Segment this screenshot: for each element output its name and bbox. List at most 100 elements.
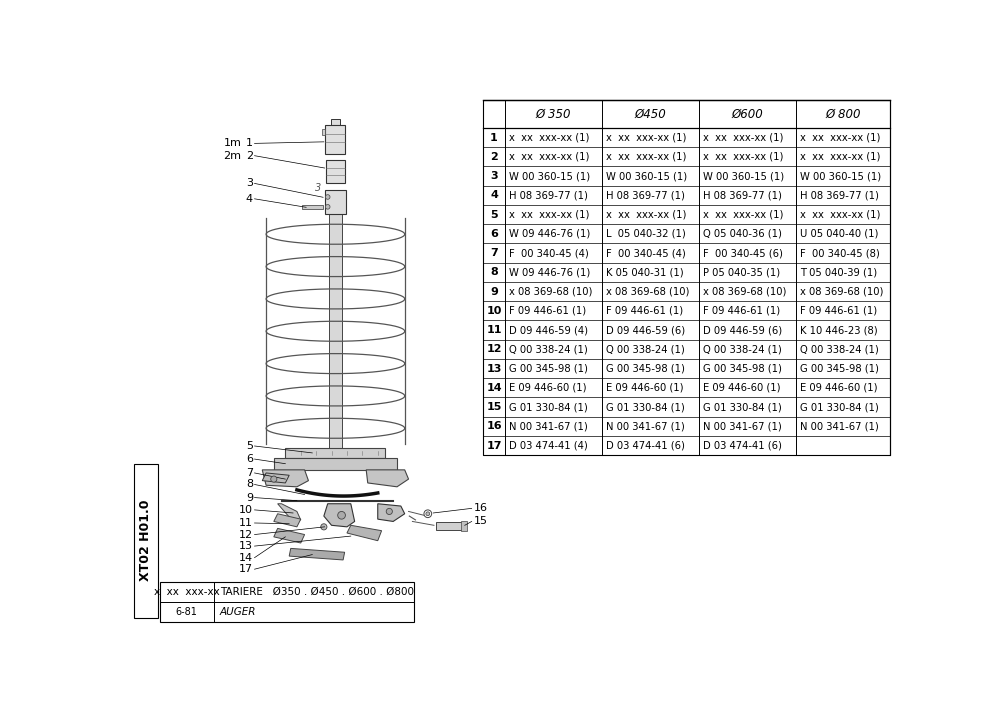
Text: Ø 350: Ø 350	[536, 107, 571, 121]
Text: G 01 330-84 (1): G 01 330-84 (1)	[703, 402, 781, 412]
Text: D 09 446-59 (4): D 09 446-59 (4)	[509, 325, 588, 335]
Polygon shape	[366, 470, 409, 487]
Bar	[134, 464, 158, 618]
Polygon shape	[262, 473, 289, 483]
Text: 6-81: 6-81	[176, 606, 198, 616]
Text: G 00 345-98 (1): G 00 345-98 (1)	[800, 364, 879, 374]
Text: F  00 340-45 (4): F 00 340-45 (4)	[606, 248, 685, 258]
Text: E 09 446-60 (1): E 09 446-60 (1)	[703, 383, 780, 393]
Text: D 03 474-41 (4): D 03 474-41 (4)	[509, 441, 587, 451]
Text: F 09 446-61 (1): F 09 446-61 (1)	[703, 306, 780, 316]
Bar	[326, 161, 345, 184]
Text: x  xx  xxx-xx (1): x xx xxx-xx (1)	[606, 210, 686, 220]
Text: G 01 330-84 (1): G 01 330-84 (1)	[606, 402, 684, 412]
Text: D 09 446-59 (6): D 09 446-59 (6)	[606, 325, 685, 335]
Text: N 00 341-67 (1): N 00 341-67 (1)	[509, 421, 587, 431]
Text: W 09 446-76 (1): W 09 446-76 (1)	[509, 267, 590, 277]
Text: D 09 446-59 (6): D 09 446-59 (6)	[703, 325, 782, 335]
Bar	[461, 521, 467, 531]
Text: K 05 040-31 (1): K 05 040-31 (1)	[606, 267, 683, 277]
Bar	[322, 129, 325, 135]
Text: 6: 6	[246, 454, 253, 464]
Text: x 08 369-68 (10): x 08 369-68 (10)	[800, 287, 883, 297]
Polygon shape	[278, 504, 301, 521]
Polygon shape	[347, 526, 382, 541]
Circle shape	[386, 508, 392, 515]
Text: x  xx  xxx-xx (1): x xx xxx-xx (1)	[509, 132, 589, 143]
Text: x  xx  xxx-xx (1): x xx xxx-xx (1)	[606, 132, 686, 143]
Text: x  xx  xxx-xx (1): x xx xxx-xx (1)	[800, 132, 880, 143]
Text: H 08 369-77 (1): H 08 369-77 (1)	[800, 190, 879, 200]
Text: 1: 1	[246, 138, 253, 148]
Text: W 09 446-76 (1): W 09 446-76 (1)	[509, 229, 590, 239]
Text: 9: 9	[246, 492, 253, 503]
Text: G 00 345-98 (1): G 00 345-98 (1)	[606, 364, 685, 374]
Polygon shape	[324, 504, 355, 527]
Text: G 01 330-84 (1): G 01 330-84 (1)	[800, 402, 878, 412]
Text: 9: 9	[490, 287, 498, 297]
Text: 1m: 1m	[224, 138, 241, 148]
Text: Q 00 338-24 (1): Q 00 338-24 (1)	[703, 344, 781, 354]
Text: 3: 3	[315, 183, 322, 193]
Text: 2: 2	[490, 152, 498, 162]
Text: 16: 16	[486, 421, 502, 431]
Text: G 00 345-98 (1): G 00 345-98 (1)	[509, 364, 588, 374]
Text: F 09 446-61 (1): F 09 446-61 (1)	[800, 306, 877, 316]
Circle shape	[338, 511, 345, 519]
Text: 14: 14	[239, 553, 253, 562]
Text: H 08 369-77 (1): H 08 369-77 (1)	[703, 190, 782, 200]
Text: 2: 2	[246, 150, 253, 161]
Text: D 03 474-41 (6): D 03 474-41 (6)	[606, 441, 685, 451]
Text: 15: 15	[486, 402, 502, 412]
Text: 13: 13	[486, 364, 502, 374]
Text: Q 05 040-36 (1): Q 05 040-36 (1)	[703, 229, 782, 239]
Text: T 05 040-39 (1): T 05 040-39 (1)	[800, 267, 877, 277]
Text: 15: 15	[474, 516, 488, 526]
Text: x  xx  xxx-xx (1): x xx xxx-xx (1)	[800, 152, 880, 162]
Text: Ø600: Ø600	[731, 107, 763, 121]
Text: x  xx  xxx-xx (1): x xx xxx-xx (1)	[703, 152, 783, 162]
Polygon shape	[274, 514, 301, 527]
Bar	[285, 449, 385, 457]
Text: E 09 446-60 (1): E 09 446-60 (1)	[509, 383, 586, 393]
Circle shape	[325, 204, 330, 209]
Text: 16: 16	[474, 503, 488, 513]
Text: Q 00 338-24 (1): Q 00 338-24 (1)	[800, 344, 878, 354]
Text: G 01 330-84 (1): G 01 330-84 (1)	[509, 402, 587, 412]
Text: x  xx  xxx-xx: x xx xxx-xx	[154, 587, 220, 596]
Text: 8: 8	[246, 480, 253, 490]
Text: 5: 5	[490, 210, 498, 220]
Text: x  xx  xxx-xx (1): x xx xxx-xx (1)	[509, 152, 589, 162]
Text: Q 00 338-24 (1): Q 00 338-24 (1)	[509, 344, 587, 354]
Text: 6: 6	[490, 229, 498, 239]
Text: N 00 341-67 (1): N 00 341-67 (1)	[606, 421, 684, 431]
Text: 4: 4	[490, 190, 498, 200]
Text: 4: 4	[246, 194, 253, 204]
Text: x 08 369-68 (10): x 08 369-68 (10)	[509, 287, 592, 297]
Text: H 08 369-77 (1): H 08 369-77 (1)	[606, 190, 685, 200]
Text: F 09 446-61 (1): F 09 446-61 (1)	[606, 306, 683, 316]
Bar	[329, 215, 342, 464]
Text: 12: 12	[239, 529, 253, 539]
Text: W 00 360-15 (1): W 00 360-15 (1)	[703, 171, 784, 181]
Polygon shape	[289, 549, 345, 560]
Text: 7: 7	[490, 248, 498, 258]
Text: 1: 1	[490, 132, 498, 143]
Text: F 09 446-61 (1): F 09 446-61 (1)	[509, 306, 586, 316]
Text: x 08 369-68 (10): x 08 369-68 (10)	[703, 287, 786, 297]
Text: W 00 360-15 (1): W 00 360-15 (1)	[800, 171, 881, 181]
Text: N 00 341-67 (1): N 00 341-67 (1)	[703, 421, 781, 431]
Text: F  00 340-45 (6): F 00 340-45 (6)	[703, 248, 783, 258]
Text: D 03 474-41 (6): D 03 474-41 (6)	[703, 441, 782, 451]
Text: F  00 340-45 (4): F 00 340-45 (4)	[509, 248, 588, 258]
Text: 13: 13	[239, 541, 253, 551]
Text: x  xx  xxx-xx (1): x xx xxx-xx (1)	[703, 210, 783, 220]
Text: P 05 040-35 (1): P 05 040-35 (1)	[703, 267, 780, 277]
Bar	[483, 100, 890, 455]
Text: Q 00 338-24 (1): Q 00 338-24 (1)	[606, 344, 684, 354]
Text: x  xx  xxx-xx (1): x xx xxx-xx (1)	[800, 210, 880, 220]
Text: E 09 446-60 (1): E 09 446-60 (1)	[606, 383, 683, 393]
Text: 11: 11	[486, 325, 502, 335]
Text: x 08 369-68 (10): x 08 369-68 (10)	[606, 287, 689, 297]
Text: W 00 360-15 (1): W 00 360-15 (1)	[509, 171, 590, 181]
